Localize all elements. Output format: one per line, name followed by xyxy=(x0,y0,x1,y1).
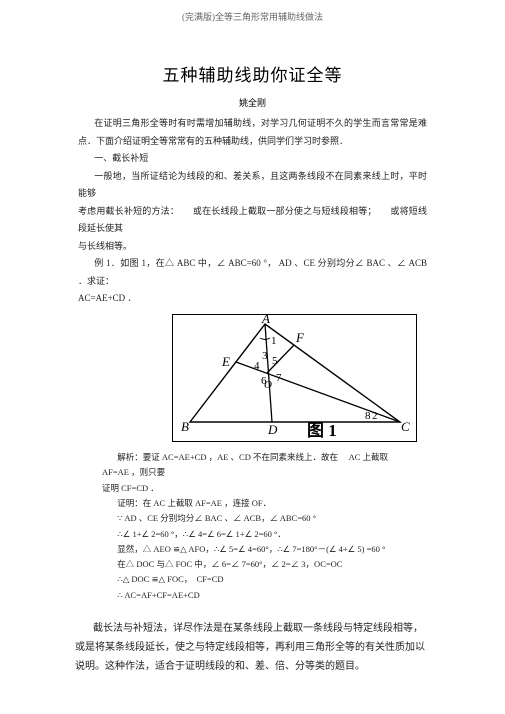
proof-line-6: ∴△ DOC ≌△ FOC， CF=CD xyxy=(102,572,407,587)
label-2: 2 xyxy=(372,410,378,422)
figure-1: A B C D E F O 1 2 8 4 5 6 7 3 图 1 xyxy=(0,308,505,446)
label-D: D xyxy=(267,422,278,437)
header-filename: (完满版)全等三角形常用辅助线做法 xyxy=(0,0,505,23)
label-C: C xyxy=(401,419,410,434)
example1-line-b: AC=AE+CD ． xyxy=(78,290,427,308)
intro-paragraph: 在证明三角形全等时有时需增加辅助线，对学习几何证明不久的学生而言常常是难点．下面… xyxy=(78,115,427,150)
para-1: 一般地，当所证结论为线段的和、差关系，且这两条线段不在同素来线上时，平时能够 xyxy=(78,168,427,203)
proof-line-5: 在△ DOC 与△ FOC 中，∠ 6=∠ 7=60°，∠ 2=∠ 3，OC=O… xyxy=(102,557,407,572)
label-A: A xyxy=(261,314,270,326)
proof-line-4: 显然，△ AEO ≌△ AFO，∴∠ 5=∠ 4=60°，∴∠ 7=180°－(… xyxy=(102,542,407,557)
proof-line-7: ∴ AC=AF+CF=AE+CD xyxy=(102,588,407,603)
para-2: 考虑用截长补短的方法： 或在长线段上截取一部分使之与短线段相等； 或将短线段延长… xyxy=(78,203,427,238)
proof-line-2: ∵ AD 、CE 分别均分∠ BAC 、∠ ACB，∠ ABC=60 ° xyxy=(102,511,407,526)
doc-author: 姚全刚 xyxy=(0,96,505,109)
label-3: 3 xyxy=(262,350,268,362)
label-1: 1 xyxy=(271,335,277,347)
section-heading-1: 一、截长补短 xyxy=(78,150,427,168)
label-B: B xyxy=(181,419,189,434)
para-3: 与长线相等。 xyxy=(78,238,427,256)
label-8: 8 xyxy=(365,410,371,422)
doc-title: 五种辅助线助你证全等 xyxy=(0,61,505,86)
label-7: 7 xyxy=(276,372,282,384)
figure-caption: 图 1 xyxy=(307,421,337,440)
proof-analysis-b: 证明 CF=CD ． xyxy=(102,481,407,496)
label-5: 5 xyxy=(272,355,278,367)
proof-line-1: 证明：在 AC 上截取 AF=AE ，连接 OF． xyxy=(102,496,407,511)
label-E: E xyxy=(221,354,230,369)
proof-analysis-a: 解析：要证 AC=AE+CD ，AE 、CD 不在同素来线上．故在 AC 上截取… xyxy=(102,450,407,481)
example1-line-a: 例 1．如图 1，在△ ABC 中，∠ ABC=60 °， AD 、CE 分别均… xyxy=(78,255,427,290)
label-6: 6 xyxy=(261,375,267,387)
conclusion-paragraph: 截长法与补短法，详尽作法是在某条线段上截取一条线段与特定线段相等，或是将某条线段… xyxy=(75,619,430,676)
label-F: F xyxy=(295,330,305,345)
proof-line-3: ∴∠ 1+∠ 2=60 °，∴∠ 4=∠ 6=∠ 1+∠ 2=60 °． xyxy=(102,527,407,542)
label-4: 4 xyxy=(254,360,260,372)
